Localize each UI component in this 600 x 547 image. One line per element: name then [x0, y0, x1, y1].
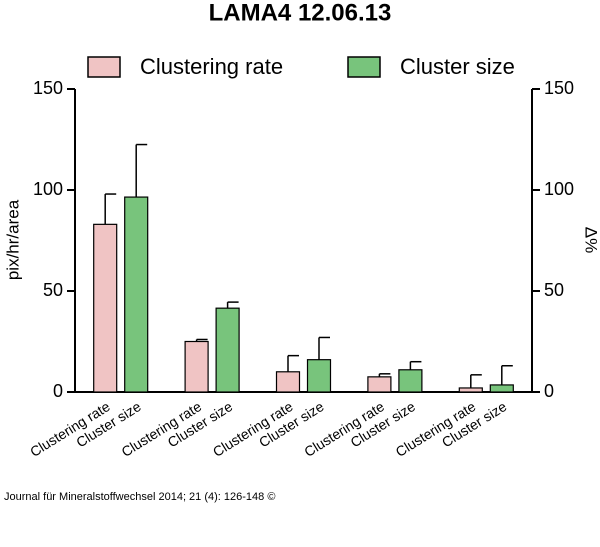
y-tick-label: 150: [33, 78, 63, 98]
y2-tick-label: 150: [544, 78, 574, 98]
bar: [306, 359, 332, 393]
legend-swatch: [87, 56, 121, 78]
bar: [458, 387, 483, 393]
legend-label: Clustering rate: [140, 54, 283, 79]
source-note: Journal für Mineralstoffwechsel 2014; 21…: [4, 491, 275, 503]
bar: [367, 376, 392, 393]
bar: [124, 196, 149, 393]
y2-tick-label: 100: [544, 179, 574, 199]
legend-swatch: [347, 56, 381, 78]
bar: [398, 369, 423, 393]
y2-tick-label: 0: [544, 381, 554, 401]
y2-axis-label: Δ%: [582, 227, 600, 253]
bar: [184, 340, 209, 393]
chart-title: LAMA4 12.06.13: [209, 0, 392, 26]
legend-label: Cluster size: [400, 54, 515, 79]
bar: [275, 371, 301, 393]
y-tick-label: 50: [43, 280, 63, 300]
y-tick-label: 0: [53, 381, 63, 401]
y2-tick-label: 50: [544, 280, 564, 300]
y-axis-label: pix/hr/area: [3, 199, 22, 280]
bar: [489, 384, 514, 393]
bar: [215, 307, 240, 393]
bar: [93, 223, 118, 393]
y-tick-label: 100: [33, 179, 63, 199]
